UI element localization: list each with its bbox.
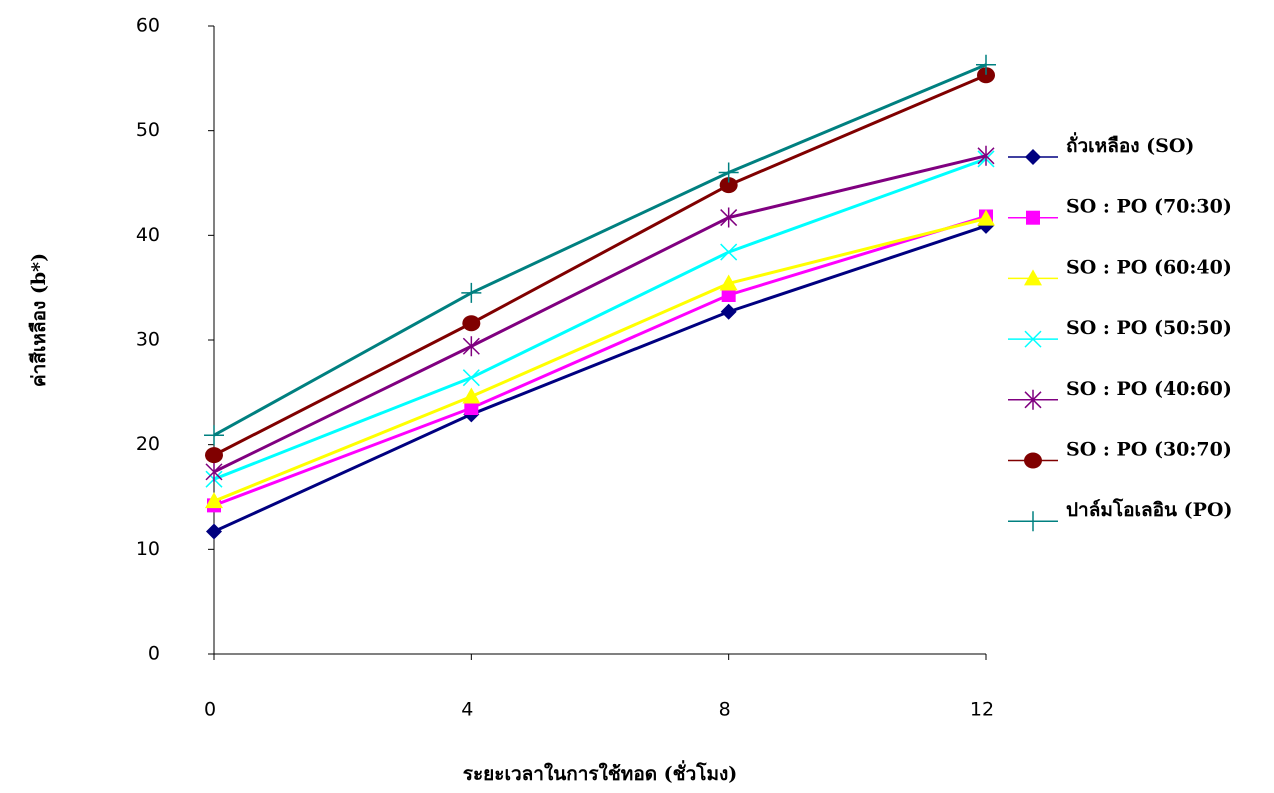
legend-label: SO : PO (30:70) (1066, 439, 1232, 461)
y-tick-label: 60 (136, 15, 160, 37)
marker (721, 304, 737, 320)
y-tick-label: 0 (148, 643, 160, 665)
marker (463, 336, 479, 356)
y-tick-label: 30 (136, 329, 160, 351)
marker (205, 447, 223, 463)
series-line (214, 226, 986, 532)
legend-label: SO : PO (70:30) (1066, 196, 1232, 218)
x-tick-label: 12 (970, 699, 994, 721)
legend-label: ปาล์มโอเลอิน (PO) (1066, 498, 1232, 521)
x-axis-label: ระยะเวลาในการใช้ทอด (ชั่วโมง) (463, 760, 737, 785)
marker (206, 462, 222, 482)
page: ค่าสีเหลือง (b*) ระยะเวลาในการใช้ทอด (ชั… (0, 0, 1274, 793)
legend-marker (1024, 453, 1042, 469)
legend-label: SO : PO (40:60) (1066, 378, 1232, 400)
y-tick-label: 10 (136, 538, 160, 560)
marker (719, 163, 739, 183)
legend-marker (1025, 149, 1041, 165)
marker (206, 524, 222, 540)
series-line (214, 219, 986, 502)
marker (461, 283, 481, 303)
legend-label: ถั่วเหลือง (SO) (1066, 132, 1194, 157)
marker (721, 244, 737, 260)
series-line (214, 216, 986, 505)
y-axis-label: ค่าสีเหลือง (b*) (28, 253, 50, 387)
y-tick-label: 50 (136, 119, 160, 141)
marker (204, 425, 224, 445)
series-line (214, 65, 986, 436)
chart: ค่าสีเหลือง (b*) ระยะเวลาในการใช้ทอด (ชั… (0, 0, 1274, 793)
legend-marker (1026, 211, 1040, 225)
legend-marker (1024, 269, 1042, 285)
x-tick-label: 4 (461, 699, 473, 721)
legend-label: SO : PO (50:50) (1066, 317, 1232, 339)
marker (463, 370, 479, 386)
y-tick-label: 20 (136, 433, 160, 455)
x-tick-label: 8 (719, 699, 731, 721)
legend-label: SO : PO (60:40) (1066, 256, 1232, 278)
y-tick-label: 40 (136, 224, 160, 246)
series-line (214, 159, 986, 479)
marker (462, 315, 480, 331)
legend-marker (1023, 511, 1043, 531)
marker (462, 388, 480, 404)
x-tick-label: 0 (204, 699, 216, 721)
